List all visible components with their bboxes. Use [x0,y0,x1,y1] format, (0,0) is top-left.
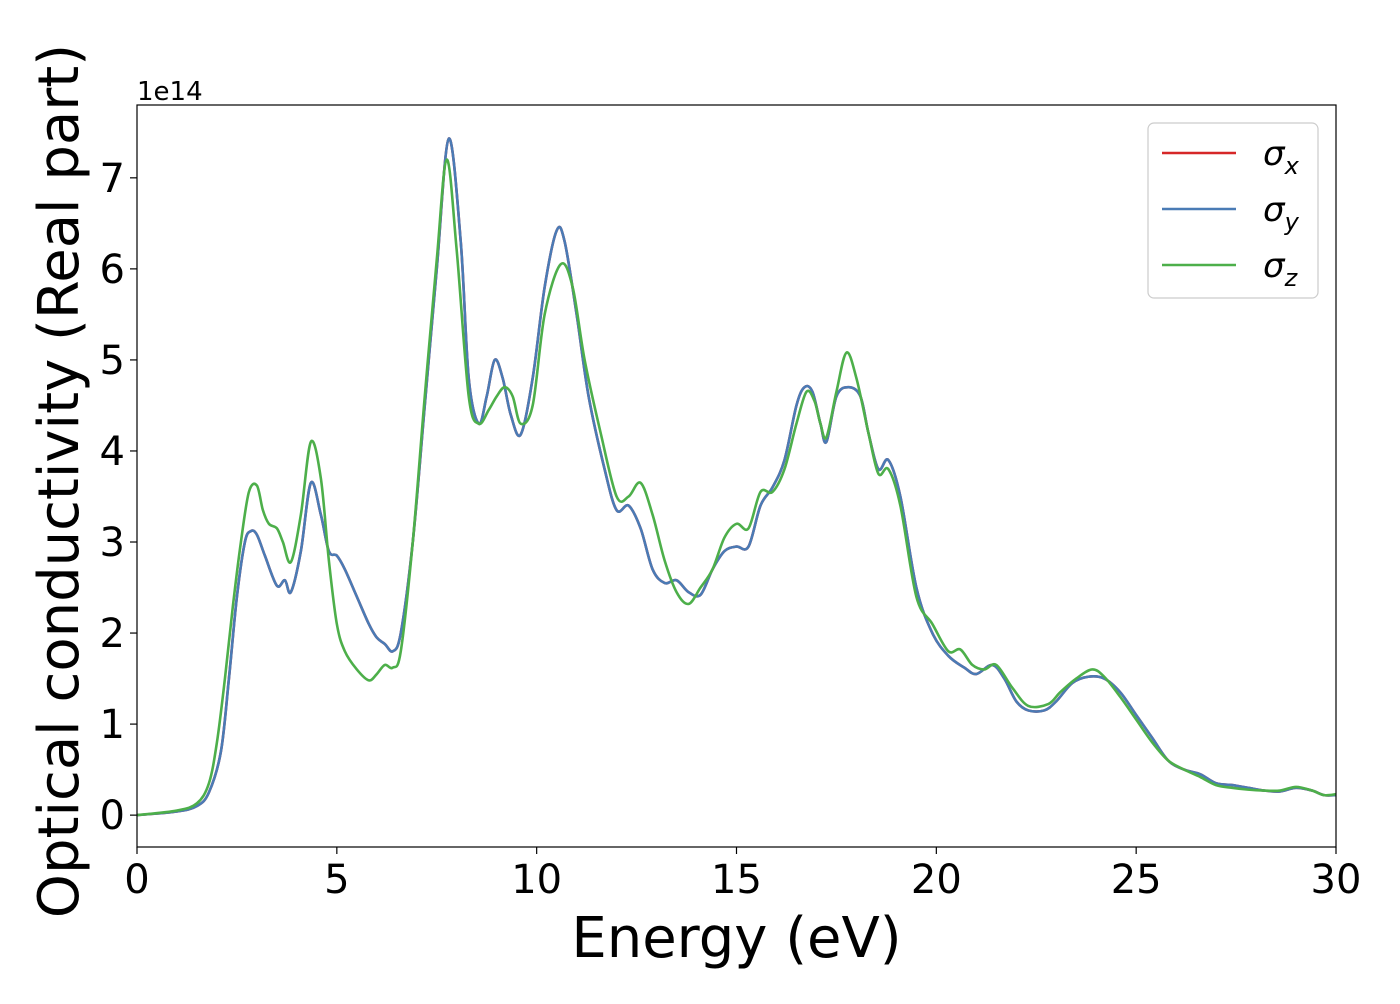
legend-box [1147,122,1319,299]
legend: σx σy σz [1147,122,1319,299]
series-line-sigma-z [137,158,1336,817]
x-tick-label: 5 [324,857,349,903]
series-layer [137,137,1336,817]
legend-item-sigma-z: σz [1162,246,1299,292]
x-tick-label: 0 [124,857,149,903]
y-axis-offset-label: 1e14 [137,77,203,107]
y-tick-label: 7 [100,156,125,202]
x-tick-label: 30 [1311,857,1362,903]
legend-item-sigma-x: σx [1162,134,1300,180]
x-tick-label: 15 [711,857,762,903]
legend-label: σz [1263,246,1299,292]
y-axis-ticks: 0 1 2 3 4 5 6 7 [100,156,137,839]
y-tick-label: 4 [100,429,125,475]
x-axis-label: Energy (eV) [571,906,901,971]
x-axis-ticks: 0 5 10 15 20 25 30 [124,847,1361,903]
y-tick-label: 5 [100,338,125,384]
y-tick-label: 0 [100,793,125,839]
y-axis-label: Optical conductivity (Real part) [27,44,92,918]
y-tick-label: 2 [100,611,125,657]
x-tick-label: 10 [511,857,562,903]
legend-item-sigma-y: σy [1162,190,1300,236]
legend-label: σx [1263,134,1300,180]
y-tick-label: 6 [100,247,125,293]
x-tick-label: 25 [1111,857,1162,903]
x-tick-label: 20 [911,857,962,903]
y-tick-label: 1 [100,702,125,748]
legend-label: σy [1263,190,1300,236]
y-tick-label: 3 [100,520,125,566]
